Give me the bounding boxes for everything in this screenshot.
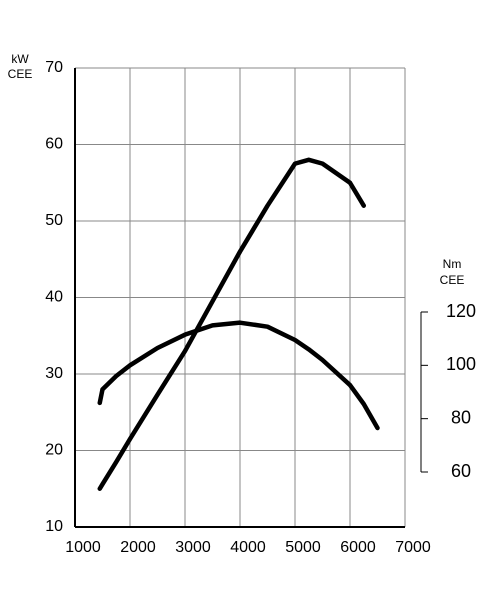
y2-tick-label: 120 (446, 301, 476, 321)
y-tick-label: 60 (45, 136, 63, 153)
y-tick-label: 10 (45, 518, 63, 535)
y-axis-label: kW (11, 52, 29, 66)
y-tick-label: 40 (45, 289, 63, 306)
y2-axis-label: Nm (443, 257, 462, 271)
y-tick-label: 20 (45, 442, 63, 459)
x-tick-label: 6000 (340, 539, 376, 556)
line-series (97, 157, 366, 491)
y2-tick-label: 100 (446, 354, 476, 374)
x-tick-label: 1000 (65, 539, 101, 556)
y-tick-label: 30 (45, 365, 63, 382)
x-tick-label: 4000 (230, 539, 266, 556)
y-tick-label: 50 (45, 212, 63, 229)
x-tick-label: 7000 (395, 539, 431, 556)
x-tick-label: 3000 (175, 539, 211, 556)
y2-axis-label: CEE (440, 273, 465, 287)
y-axis-label: CEE (8, 67, 33, 81)
line-series (97, 320, 380, 431)
x-tick-label: 2000 (120, 539, 156, 556)
x-tick-label: 5000 (285, 539, 321, 556)
y-tick-label: 70 (45, 59, 63, 76)
y2-tick-label: 80 (451, 407, 471, 427)
y2-tick-label: 60 (451, 461, 471, 481)
